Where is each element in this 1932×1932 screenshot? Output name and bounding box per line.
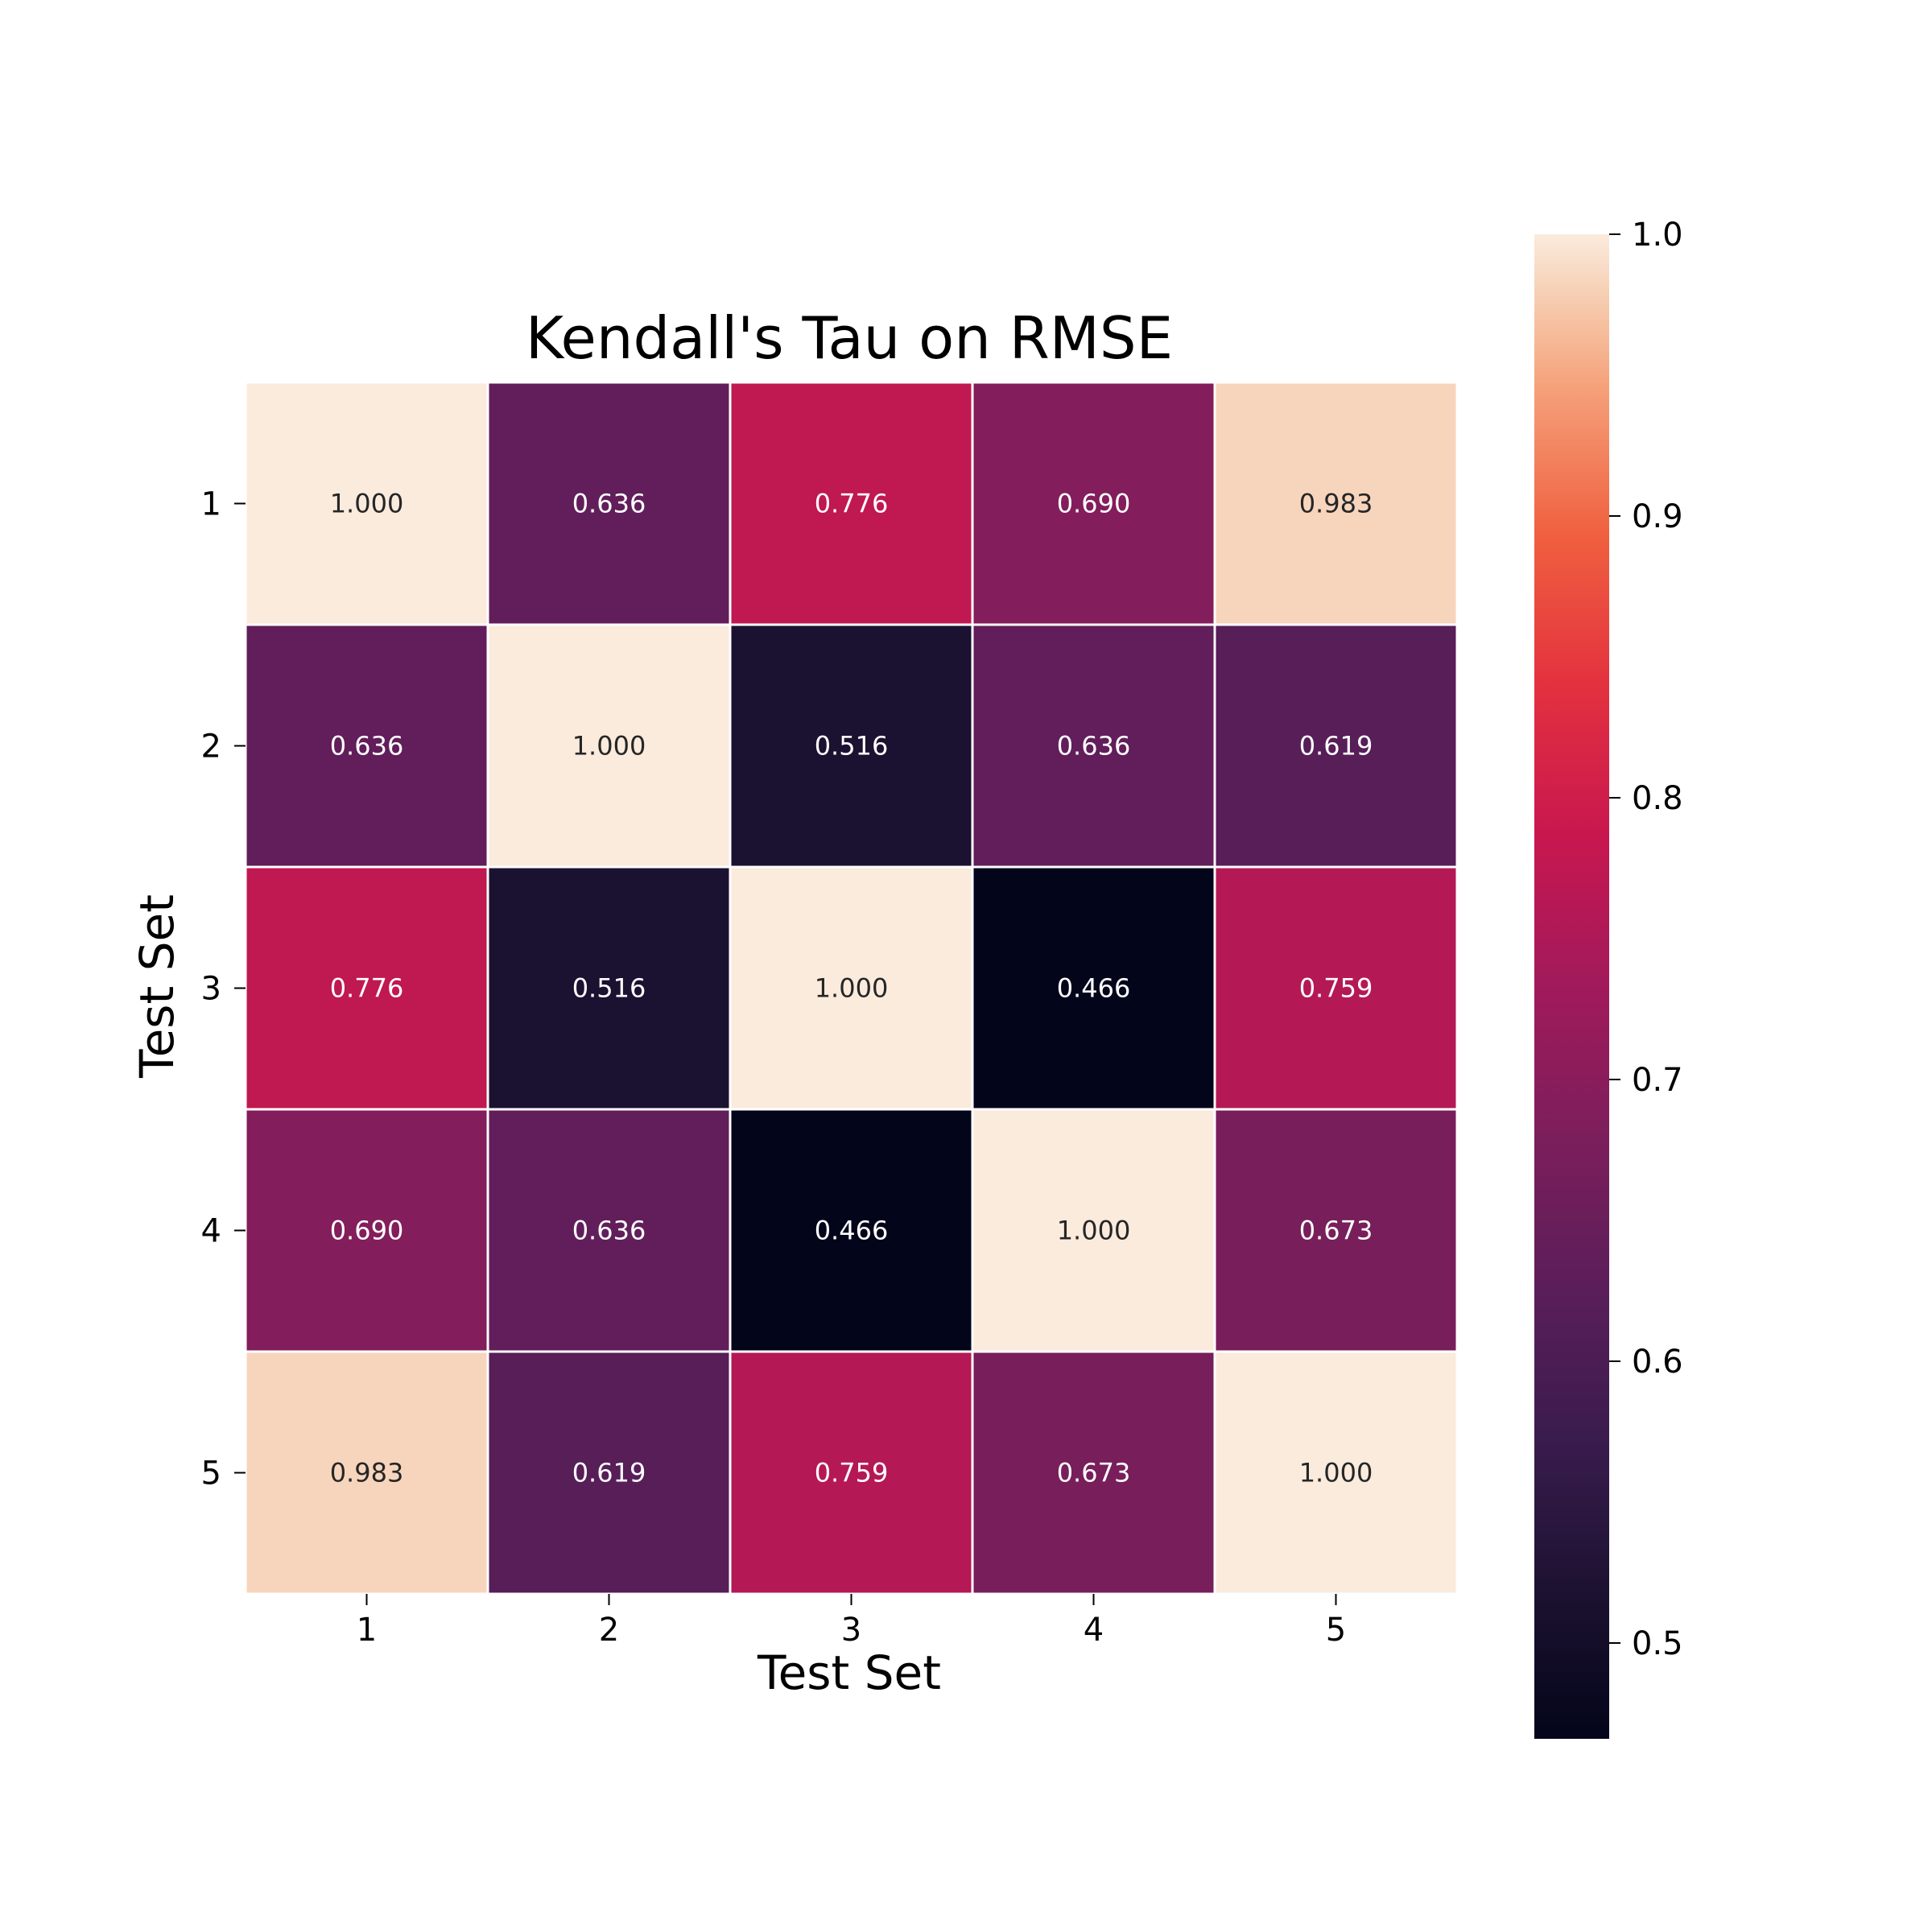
x-tick-label: 5 [1326, 1612, 1346, 1649]
colorbar-tick-label: 0.8 [1632, 780, 1683, 817]
y-tick-label: 3 [201, 971, 221, 1008]
colorbar-tick-label: 0.7 [1632, 1062, 1683, 1099]
heatmap-cell-r5-c2 [486, 1350, 732, 1596]
colorbar-tick-label: 1.0 [1632, 217, 1683, 254]
cell-value-label: 0.636 [572, 1216, 646, 1246]
y-tick-label: 5 [201, 1455, 221, 1492]
cell-value-label: 0.759 [815, 1458, 889, 1488]
colorbar-tick-label: 0.5 [1632, 1625, 1683, 1662]
cell-value-label: 0.516 [572, 973, 646, 1004]
cell-value-label: 0.690 [1057, 489, 1131, 519]
heatmap-cell-r3-c5 [1213, 865, 1459, 1111]
cell-value-label: 1.000 [1299, 1458, 1373, 1488]
cell-value-label: 0.636 [572, 489, 646, 519]
x-tick-label: 4 [1084, 1612, 1104, 1649]
cell-value-label: 0.690 [330, 1216, 404, 1246]
cell-value-label: 0.673 [1057, 1458, 1131, 1488]
heatmap-cell-r2-c3 [729, 623, 974, 869]
heatmap-cell-r4-c5 [1213, 1108, 1459, 1353]
cell-value-label: 0.673 [1299, 1216, 1373, 1246]
heatmap-cell-r5-c5 [1213, 1350, 1459, 1596]
y-tick-label: 2 [201, 729, 221, 766]
cell-value-label: 0.619 [572, 1458, 646, 1488]
heatmap-cells: 1.000 0.636 0.776 0.690 0.983 0.636 1.000 0.516… [244, 381, 1459, 1596]
y-tick-label: 1 [201, 486, 221, 523]
heatmap-cell-r4-c4 [971, 1108, 1216, 1353]
cell-value-label: 0.636 [1057, 731, 1131, 762]
cell-value-label: 1.000 [815, 973, 889, 1004]
x-tick-label: 3 [841, 1612, 861, 1649]
x-tick-label: 2 [599, 1612, 619, 1649]
colorbar-gradient [1534, 234, 1609, 1739]
cell-value-label: 1.000 [330, 489, 404, 519]
cell-value-label: 0.776 [815, 489, 889, 519]
heatmap-cell-r3-c3 [729, 865, 974, 1111]
heatmap-cell-r2-c1 [244, 623, 489, 869]
chart-title: Kendall's Tau on RMSE [526, 304, 1173, 372]
x-axis: 1 2 3 4 5 [357, 1594, 1346, 1649]
x-axis-label: Test Set [757, 1645, 941, 1700]
heatmap-cell-r1-c1 [244, 381, 489, 626]
heatmap-cell-r4-c3 [729, 1108, 974, 1353]
colorbar-tick-label: 0.9 [1632, 498, 1683, 535]
heatmap-cell-r1-c5 [1213, 381, 1459, 626]
y-axis: 1 2 3 4 5 [201, 486, 246, 1492]
cell-value-label: 0.983 [1299, 489, 1373, 519]
heatmap-cell-r1-c3 [729, 381, 974, 626]
heatmap-cell-r5-c3 [729, 1350, 974, 1596]
cell-value-label: 0.466 [1057, 973, 1131, 1004]
cell-value-label: 0.983 [330, 1458, 404, 1488]
cell-value-label: 0.516 [815, 731, 889, 762]
y-tick-label: 4 [201, 1213, 221, 1250]
x-tick-label: 1 [357, 1612, 377, 1649]
heatmap-cell-r5-c1 [244, 1350, 489, 1596]
colorbar-tick-label: 0.6 [1632, 1344, 1683, 1381]
heatmap-cell-r3-c4 [971, 865, 1216, 1111]
heatmap-cell-r4-c2 [486, 1108, 732, 1353]
cell-value-label: 0.466 [815, 1216, 889, 1246]
heatmap-cell-r3-c2 [486, 865, 732, 1111]
cell-value-label: 1.000 [1057, 1216, 1131, 1246]
colorbar: 0.5 0.6 0.7 0.8 0.9 1.0 [1534, 217, 1683, 1739]
cell-value-label: 0.619 [1299, 731, 1373, 762]
cell-value-label: 1.000 [572, 731, 646, 762]
heatmap-cell-r1-c4 [971, 381, 1216, 626]
cell-value-label: 0.636 [330, 731, 404, 762]
y-axis-label: Test Set [130, 894, 184, 1079]
heatmap-cell-r1-c2 [486, 381, 732, 626]
cell-value-label: 0.776 [330, 973, 404, 1004]
heatmap-cell-r2-c5 [1213, 623, 1459, 869]
cell-value-label: 0.759 [1299, 973, 1373, 1004]
